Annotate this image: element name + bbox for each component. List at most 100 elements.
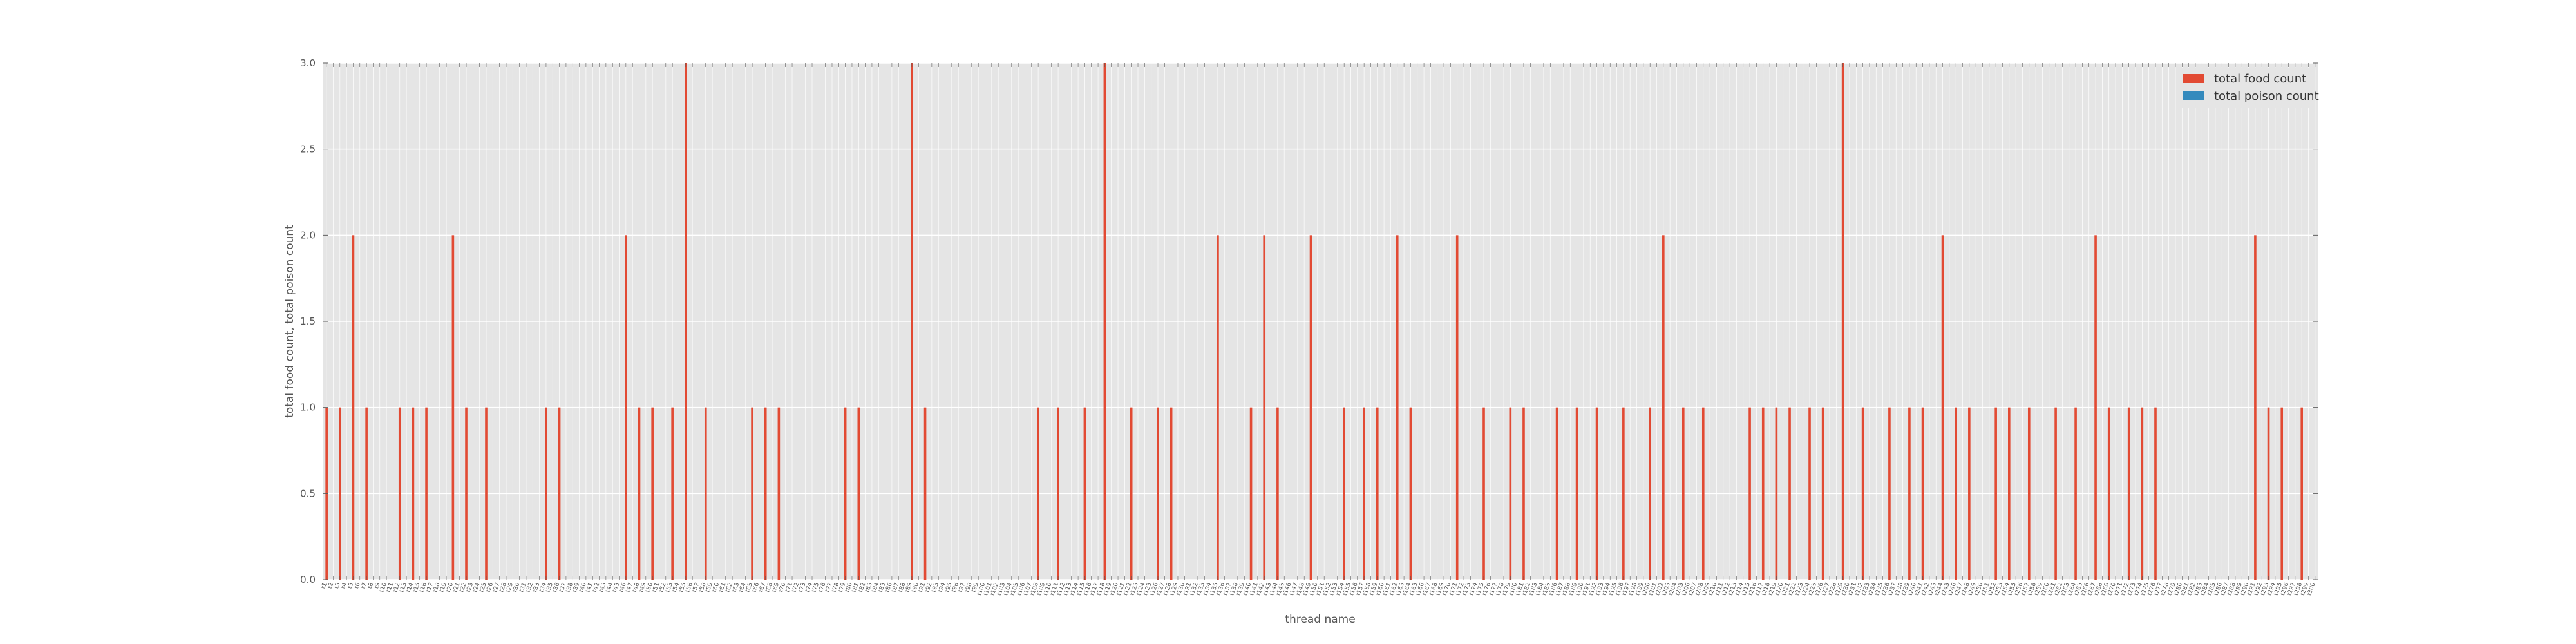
bar-food-count	[651, 407, 654, 580]
x-tick-label: t84	[871, 582, 881, 593]
x-tick-label: t37	[558, 582, 568, 594]
x-tick-label: t59	[705, 582, 714, 593]
x-tick-label: t88	[898, 582, 907, 593]
bar-food-count	[1376, 407, 1379, 580]
y-axis-ticks: 0.0 0.5 1.0 1.5 2.0 2.5 3.0	[300, 57, 2318, 585]
bar-food-count	[751, 407, 753, 580]
bar-food-count	[911, 63, 913, 580]
bar-food-count	[2094, 235, 2097, 580]
bar-food-count	[2074, 407, 2077, 580]
bar-food-count	[1130, 407, 1133, 580]
x-tick-label: t61	[718, 582, 728, 594]
x-axis-label: thread name	[1285, 613, 1355, 626]
x-tick-label: t6	[354, 582, 362, 589]
x-tick-label: t36	[552, 582, 562, 593]
x-tick-label: t42	[592, 582, 601, 594]
x-tick-label: t30	[512, 582, 522, 593]
x-tick-label: t62	[724, 582, 734, 594]
legend-swatch-poison	[2183, 91, 2204, 100]
x-tick-label: t14	[406, 582, 415, 593]
x-tick-label: t82	[858, 582, 867, 594]
bar-food-count	[1396, 235, 1399, 580]
bar-food-count	[2154, 407, 2157, 580]
x-tick-label: t74	[804, 582, 814, 593]
x-tick-label: t94	[938, 582, 947, 593]
x-tick-label: t27	[492, 582, 502, 594]
bar-food-count	[1522, 407, 1525, 580]
bar-food-count	[451, 235, 455, 580]
bar-food-count	[1788, 407, 1791, 580]
x-tick-label: t20	[446, 582, 455, 593]
bar-food-count	[857, 407, 860, 580]
bar-food-count	[465, 407, 468, 580]
bar-food-count	[1482, 407, 1485, 580]
bar-food-count	[1841, 63, 1844, 580]
bar-food-count	[923, 407, 927, 580]
x-tick-label: t2	[327, 582, 336, 590]
bar-food-count	[1217, 235, 1219, 580]
x-tick-label: t22	[459, 582, 468, 594]
bar-food-count	[625, 235, 627, 580]
bar-food-count	[2008, 407, 2011, 580]
bar-food-count	[1363, 407, 1365, 580]
x-tick-label: t4	[340, 582, 348, 589]
x-tick-label: t7	[360, 582, 368, 590]
bar-food-count	[1103, 63, 1106, 580]
bar-food-count	[412, 407, 415, 580]
legend-label-poison: total poison count	[2214, 90, 2319, 103]
bar-food-count	[1808, 407, 1811, 580]
x-tick-label: t40	[578, 582, 588, 593]
x-tick-label: t32	[526, 582, 535, 594]
y-tick-label: 0.0	[300, 574, 316, 585]
x-tick-label: t58	[698, 582, 708, 593]
x-tick-label: t38	[565, 582, 575, 593]
y-tick-label: 2.0	[300, 229, 316, 241]
bar-food-count	[704, 407, 707, 580]
bar-food-count	[638, 407, 641, 580]
x-tick-label: t90	[911, 582, 921, 593]
x-tick-label: t97	[958, 582, 967, 594]
x-tick-label: t39	[572, 582, 582, 593]
x-tick-label: t48	[632, 582, 641, 593]
bar-food-count	[1455, 235, 1459, 580]
x-tick-label: t9	[374, 582, 382, 589]
x-tick-label: t49	[638, 582, 648, 593]
x-tick-label: t24	[472, 582, 482, 593]
x-tick-label: t41	[585, 582, 595, 594]
x-tick-label: t85	[878, 582, 887, 594]
bar-food-count	[1994, 407, 1997, 580]
bar-food-count	[365, 407, 368, 580]
x-tick-label: t87	[891, 582, 901, 594]
bar-food-count	[1748, 407, 1751, 580]
bar-food-count	[1681, 407, 1685, 580]
bar-food-count	[1083, 407, 1086, 580]
bar-food-count	[764, 407, 767, 580]
x-tick-label: t93	[931, 582, 941, 594]
x-tick-label: t95	[944, 582, 954, 594]
x-tick-label: t92	[924, 582, 934, 594]
x-tick-label: t66	[752, 582, 761, 593]
y-tick-label: 2.5	[300, 144, 316, 155]
x-tick-label: t17	[426, 582, 435, 594]
x-tick-label: t83	[864, 582, 874, 594]
bar-food-count	[2141, 407, 2144, 580]
bar-food-count	[1595, 407, 1598, 580]
x-tick-label: t96	[951, 582, 960, 593]
bar-food-count	[1249, 407, 1253, 580]
bar-food-count	[1575, 407, 1578, 580]
legend-label-food: total food count	[2214, 72, 2306, 86]
bar-food-count	[1309, 235, 1312, 580]
bar-food-count	[2127, 407, 2130, 580]
bar-food-count	[398, 407, 401, 580]
x-tick-label: t45	[612, 582, 621, 594]
x-tick-label: t5	[347, 582, 355, 590]
x-tick-label: t53	[665, 582, 674, 594]
x-tick-label: t72	[791, 582, 801, 594]
bar-food-count	[2054, 407, 2057, 580]
x-tick-label: t55	[678, 582, 688, 594]
bar-food-count	[1701, 407, 1705, 580]
x-tick-label: t13	[399, 582, 408, 594]
bar-food-count	[1761, 407, 1765, 580]
x-tick-label: t28	[498, 582, 508, 593]
